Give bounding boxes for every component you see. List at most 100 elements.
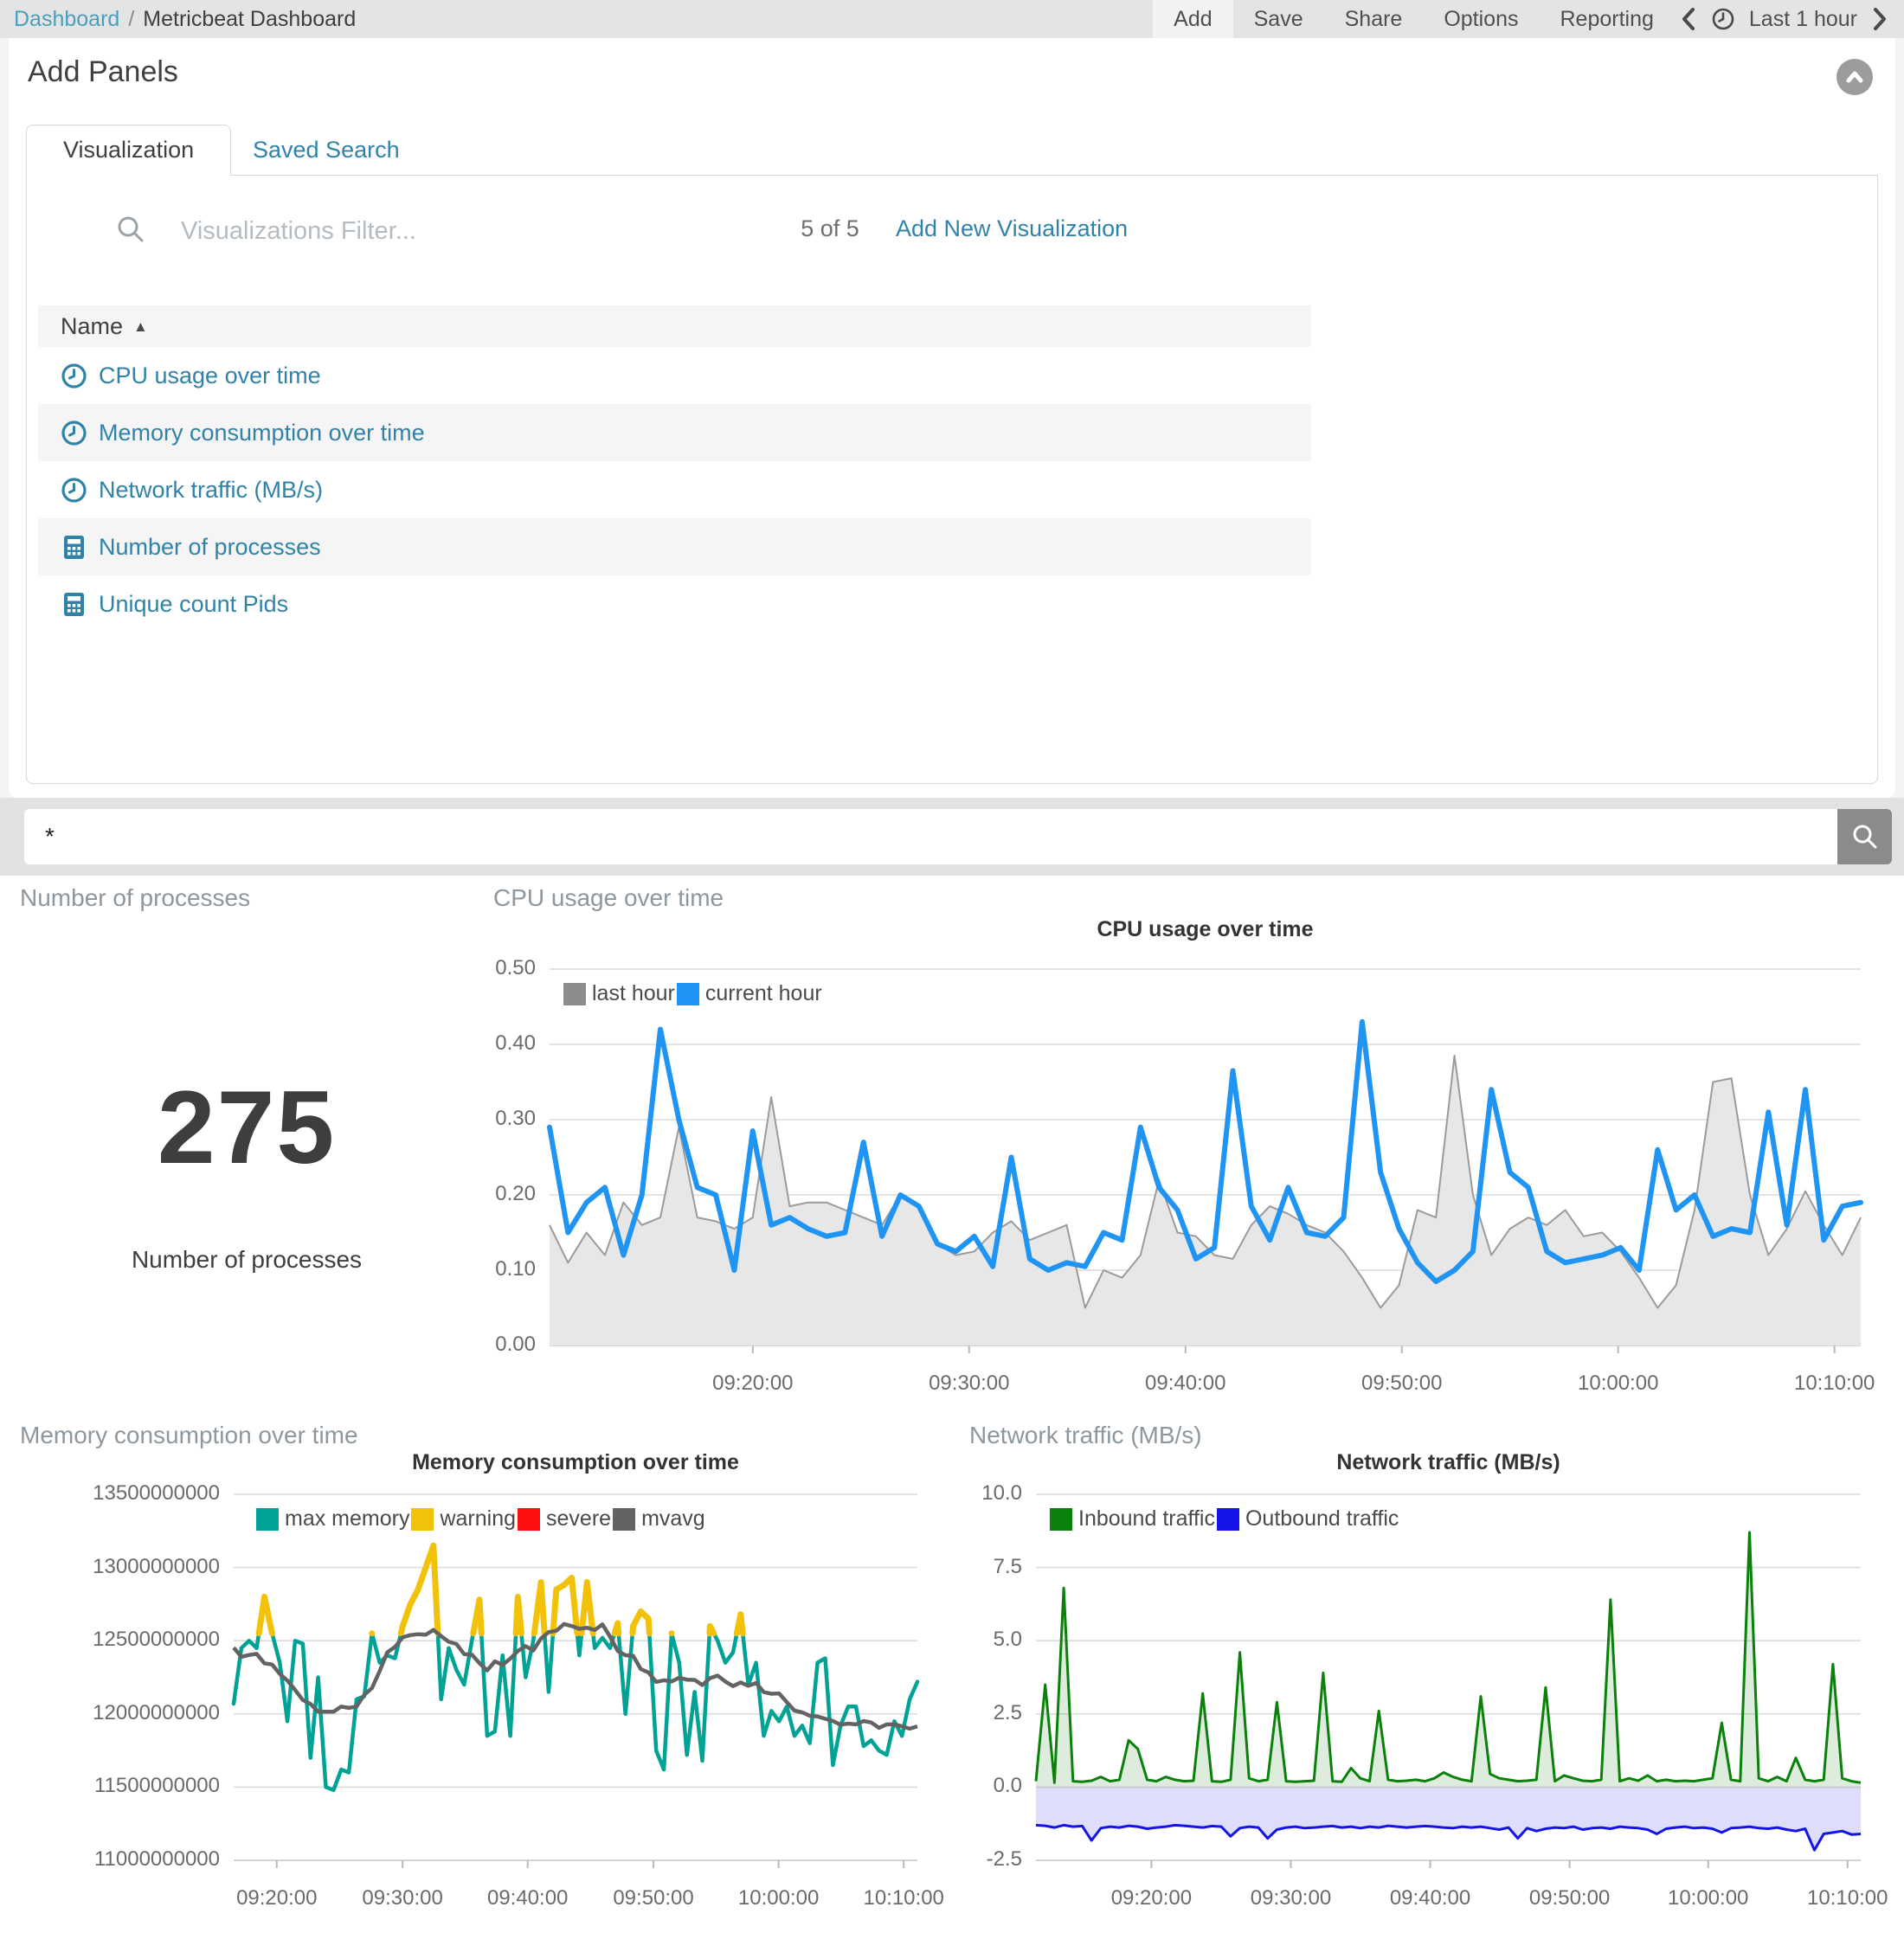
time-back-icon[interactable] [1680, 6, 1697, 32]
table-header-label: Name [61, 313, 124, 339]
query-input[interactable] [24, 809, 1837, 864]
legend-label: severe [546, 1506, 612, 1531]
y-axis-label: 0.20 [495, 1182, 536, 1205]
x-axis-label: 09:20:00 [1110, 1886, 1193, 1910]
legend-item: Inbound traffic [1050, 1506, 1215, 1532]
legend-item: severe [518, 1506, 611, 1532]
breadcrumb: Dashboard / Metricbeat Dashboard [0, 0, 356, 38]
x-axis-label: 10:00:00 [737, 1886, 820, 1910]
series-overlay-warning [255, 1542, 746, 1637]
chart-legend: Inbound traffic Outbound traffic [1050, 1506, 1400, 1532]
y-axis-label: 0.50 [495, 956, 536, 979]
x-axis-label: 09:30:00 [929, 1371, 1010, 1395]
clock-icon [1711, 7, 1735, 31]
y-axis-label: 13000000000 [93, 1554, 220, 1578]
x-axis-label: 09:30:00 [362, 1886, 443, 1910]
y-axis-label: 0.10 [495, 1257, 536, 1281]
x-axis-label: 09:20:00 [236, 1886, 318, 1910]
y-axis-label: 11500000000 [93, 1774, 220, 1798]
y-axis-label: 0.30 [495, 1107, 536, 1130]
chart-title-cpu: CPU usage over time [1097, 917, 1314, 941]
chart-canvas[interactable] [547, 968, 1863, 1353]
y-axis-label: 0.0 [993, 1774, 1022, 1798]
menu-options-button[interactable]: Options [1444, 7, 1519, 31]
legend-item: mvavg [613, 1506, 705, 1532]
dashboard-menu: Add Save Share Options Reporting Last 1 … [1153, 0, 1904, 38]
add-panels-title: Add Panels [28, 55, 178, 88]
table-row: Network traffic (MB/s) [38, 461, 1311, 518]
series-area-Inbound traffic [1036, 1532, 1861, 1788]
chart-canvas[interactable] [1034, 1493, 1862, 1868]
search-icon [115, 214, 146, 249]
menu-share-button[interactable]: Share [1344, 7, 1403, 31]
panel-title-network-traffic: Network traffic (MB/s) [969, 1422, 1202, 1448]
metric-value: 275 [157, 1069, 337, 1185]
menu-add-button[interactable]: Add [1153, 0, 1233, 38]
viz-link-network-traffic[interactable]: Network traffic (MB/s) [61, 461, 323, 518]
network-traffic-chart[interactable]: 10.0 7.5 5.0 2.5 0.0 -2.5 09:20:00 09:30:00 09:4… [981, 1481, 1888, 1910]
menu-save-button[interactable]: Save [1253, 7, 1303, 31]
tab-visualization[interactable]: Visualization [26, 125, 232, 176]
add-new-visualization-link[interactable]: Add New Visualization [896, 215, 1129, 241]
breadcrumb-current: Metricbeat Dashboard [143, 7, 357, 31]
tab-saved-search[interactable]: Saved Search [253, 137, 400, 163]
table-row: Memory consumption over time [38, 404, 1311, 461]
x-axis-label: 09:40:00 [486, 1886, 569, 1910]
y-axis-label: 12500000000 [93, 1628, 220, 1652]
memory-consumption-chart[interactable]: 13500000000 13000000000 12500000000 1200000… [93, 1481, 944, 1910]
table-row: Unique count Pids [38, 575, 1311, 633]
legend-item: last hour [563, 981, 675, 1006]
legend-label: last hour [592, 981, 675, 1005]
query-bar [0, 798, 1904, 876]
legend-label: current hour [704, 981, 822, 1005]
clock-icon [61, 420, 87, 446]
y-axis-label: 0.00 [495, 1333, 536, 1356]
chart-title-network: Network traffic (MB/s) [1336, 1450, 1560, 1474]
legend-label: mvavg [641, 1506, 705, 1531]
time-range-label[interactable]: Last 1 hour [1748, 6, 1857, 31]
legend-label: warning [440, 1506, 517, 1531]
viz-link-unique-count-pids[interactable]: Unique count Pids [61, 575, 288, 633]
visualization-count: 5 of 5 [801, 215, 859, 241]
y-axis-label: 11000000000 [93, 1847, 220, 1871]
legend-label: max memory [285, 1506, 410, 1531]
cpu-usage-chart[interactable]: 0.50 0.40 0.30 0.20 0.10 0.00 09:20:00 09:30:00… [495, 956, 1875, 1395]
table-header-name[interactable]: Name ▲ [38, 305, 1311, 347]
legend-item: Outbound traffic [1216, 1506, 1399, 1532]
chart-title-memory: Memory consumption over time [412, 1450, 739, 1474]
series-line-current hour [547, 1018, 1863, 1284]
query-search-button[interactable] [1837, 809, 1892, 864]
legend-swatch [1050, 1507, 1072, 1531]
series-line-last hour [549, 1055, 1862, 1309]
y-axis-label: 5.0 [993, 1628, 1022, 1652]
calculator-icon [64, 535, 84, 559]
legend-swatch [411, 1507, 434, 1531]
legend-swatch [613, 1507, 636, 1531]
panel-title-number-of-processes: Number of processes [20, 884, 251, 911]
x-axis-label: 09:40:00 [1389, 1886, 1471, 1910]
viz-link-number-of-processes[interactable]: Number of processes [61, 518, 321, 575]
breadcrumb-dashboard-link[interactable]: Dashboard [14, 7, 120, 31]
viz-link-label: Network traffic (MB/s) [99, 477, 324, 503]
visualizations-filter-input[interactable] [181, 205, 752, 257]
series-line-Outbound traffic [1035, 1823, 1862, 1852]
panel-title-cpu-usage: CPU usage over time [493, 884, 724, 911]
collapse-panel-button[interactable] [1836, 59, 1873, 95]
breadcrumb-separator: / [128, 7, 135, 31]
y-axis-label: 10.0 [981, 1481, 1022, 1505]
menu-reporting-button[interactable]: Reporting [1560, 7, 1654, 31]
add-panels-sheet: Add Panels Visualization Saved Search 5 … [9, 38, 1895, 798]
search-icon [1853, 825, 1876, 849]
legend-label: Inbound traffic [1078, 1506, 1215, 1531]
viz-link-memory-consumption[interactable]: Memory consumption over time [61, 404, 425, 461]
visualization-tab-content: 5 of 5 Add New Visualization Name ▲ CPU u… [26, 175, 1878, 784]
clock-icon [61, 477, 87, 503]
table-row: Number of processes [38, 518, 1311, 575]
legend-swatch [563, 982, 586, 1005]
legend-swatch [256, 1507, 279, 1531]
time-picker: Last 1 hour [1675, 0, 1904, 38]
table-row: CPU usage over time [38, 347, 1311, 404]
chart-canvas[interactable] [231, 1493, 920, 1868]
time-forward-icon[interactable] [1871, 6, 1888, 32]
viz-link-cpu-usage[interactable]: CPU usage over time [61, 347, 321, 404]
